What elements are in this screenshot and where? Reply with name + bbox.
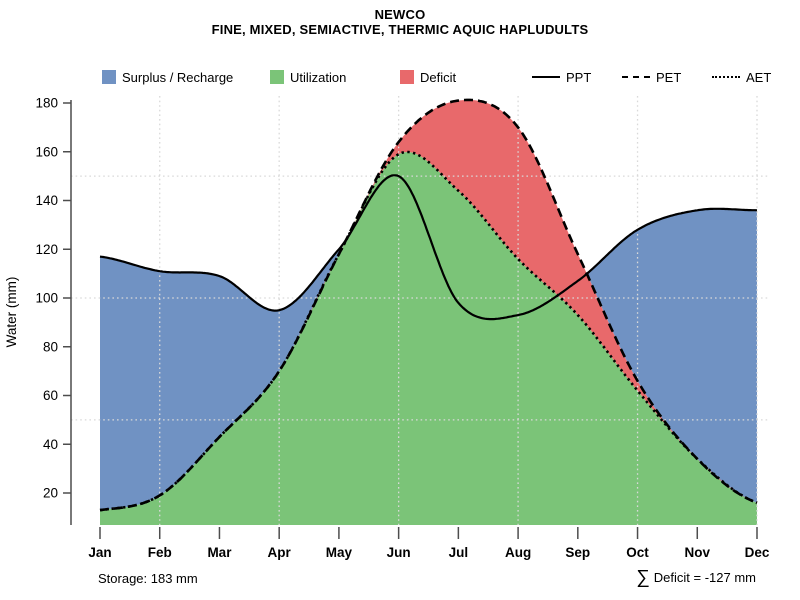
x-tick-label: Mar xyxy=(207,545,232,560)
legend-label-ppt: PPT xyxy=(566,69,592,85)
deficit-swatch-icon xyxy=(400,70,414,84)
aet-line xyxy=(99,150,758,512)
utilization-swatch-icon xyxy=(270,70,284,84)
x-tick-label: May xyxy=(326,545,353,560)
legend-label-pet: PET xyxy=(656,69,682,85)
legend-item-pet: PET xyxy=(622,69,681,85)
curves xyxy=(99,98,758,512)
y-tick-label: 120 xyxy=(35,242,58,257)
legend-label-surplus: Surplus / Recharge xyxy=(122,69,234,85)
y-tick-label: 40 xyxy=(43,437,58,452)
y-axis: 20 40 60 80 100 120 140 160 180 Water (mm) xyxy=(4,96,72,525)
x-tick-label: Aug xyxy=(505,545,531,560)
surplus-area xyxy=(100,99,757,511)
legend-label-aet: AET xyxy=(746,69,772,85)
legend-label-utilization: Utilization xyxy=(290,69,347,85)
dotted-line-icon xyxy=(712,76,740,78)
legend-label-deficit: Deficit xyxy=(420,69,457,85)
x-tick-label: Jul xyxy=(449,545,469,560)
legend-item-utilization: Utilization xyxy=(270,69,346,85)
deficit-annotation: ∑ Deficit = -127 mm xyxy=(636,566,756,588)
x-tick-label: Sep xyxy=(565,545,590,560)
y-tick-label: 160 xyxy=(35,144,58,159)
plot-areas xyxy=(100,99,757,525)
legend-item-deficit: Deficit xyxy=(400,69,456,85)
surplus-swatch-icon xyxy=(102,70,116,84)
y-axis-title: Water (mm) xyxy=(4,277,19,348)
legend: Surplus / Recharge Utilization Deficit P… xyxy=(0,69,800,85)
storage-annotation: Storage: 183 mm xyxy=(98,571,198,586)
y-tick-label: 100 xyxy=(35,291,58,306)
utilization-area xyxy=(100,152,757,525)
x-tick-label: Jun xyxy=(387,545,411,560)
y-tick-label: 20 xyxy=(43,486,58,501)
legend-item-surplus: Surplus / Recharge xyxy=(102,69,233,85)
legend-item-aet: AET xyxy=(712,69,771,85)
title-block: NEWCO FINE, MIXED, SEMIACTIVE, THERMIC A… xyxy=(0,7,800,37)
pet-line xyxy=(99,98,758,512)
sigma-icon: ∑ xyxy=(636,567,650,588)
x-tick-label: Oct xyxy=(626,545,649,560)
solid-line-icon xyxy=(532,76,560,78)
grid-lines xyxy=(71,96,768,525)
x-axis: Jan Feb Mar Apr May Jun Jul Aug Sep Oct Nov Dec xyxy=(88,527,770,560)
y-tick-label: 60 xyxy=(43,388,58,403)
x-tick-label: Jan xyxy=(88,545,111,560)
y-tick-label: 140 xyxy=(35,193,58,208)
y-tick-label: 180 xyxy=(35,96,58,111)
deficit-annotation-text: Deficit = -127 mm xyxy=(653,570,756,585)
chart-title: NEWCO xyxy=(374,7,426,22)
ppt-line xyxy=(99,174,758,321)
chart-subtitle: FINE, MIXED, SEMIACTIVE, THERMIC AQUIC H… xyxy=(211,22,589,37)
x-tick-label: Feb xyxy=(148,545,172,560)
dashed-line-icon xyxy=(622,76,650,78)
x-tick-label: Dec xyxy=(745,545,770,560)
y-tick-label: 80 xyxy=(43,339,58,354)
x-tick-label: Nov xyxy=(685,545,711,560)
legend-item-ppt: PPT xyxy=(532,69,591,85)
x-tick-label: Apr xyxy=(268,545,292,560)
